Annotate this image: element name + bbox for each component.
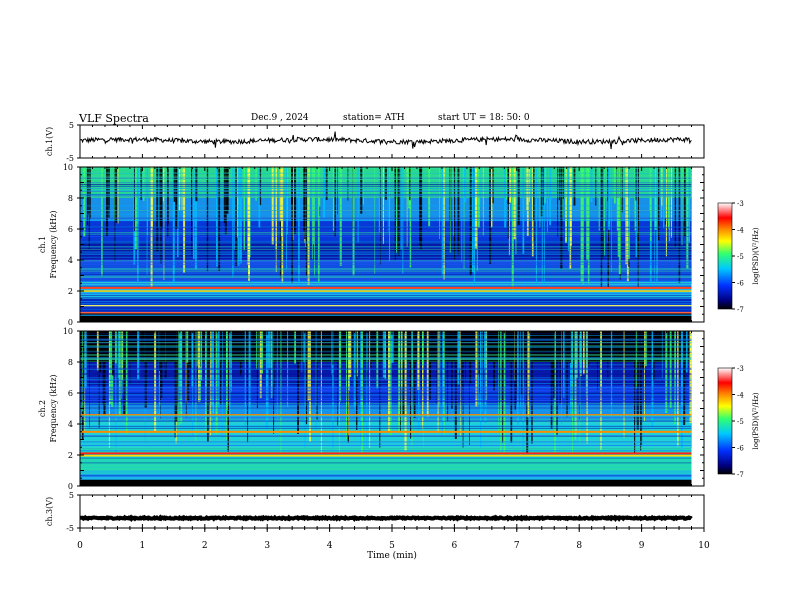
- ch3-time-series-panel: -5 5 ch.3(V): [45, 491, 705, 533]
- ch1-time-series-ytick-label: -5: [66, 154, 74, 163]
- x-tick-label: 6: [452, 541, 458, 551]
- ch3-time-series-frame: [79, 494, 705, 529]
- ch2-spectrogram-ytick-label: 8: [68, 358, 73, 367]
- ch1-spectrogram-image: [80, 167, 693, 322]
- station-label: station= ATH: [343, 113, 405, 123]
- ch2-spectrogram-colorbar-tick-label: -3: [737, 365, 744, 373]
- ch2-spectrogram-ytick-label: 10: [63, 327, 73, 336]
- ch2-spectrogram-ylabel-channel: ch.2: [38, 400, 47, 417]
- ch2-spectrogram-colorbar-tick-label: -5: [737, 418, 744, 426]
- ch2-spectrogram-colorbar-label: log(PSD)(V²/Hz): [752, 392, 760, 449]
- x-tick-label: 0: [77, 541, 83, 551]
- ch1-spectrogram-stratum: [80, 221, 692, 242]
- ch1-spectrogram-colorbar-tick-label: -6: [737, 280, 744, 288]
- ch2-spectrogram-band: [80, 414, 692, 416]
- ch2-spectrogram-colorbar-tick-label: -7: [737, 471, 744, 479]
- ch2-spectrogram-band: [80, 455, 692, 457]
- x-tick-label: 9: [639, 541, 645, 551]
- ch1-spectrogram-colorbar-tick-label: -4: [737, 227, 744, 235]
- ch1-time-series-ytick-label: 5: [69, 121, 74, 130]
- ch2-spectrogram-ytick-label: 2: [68, 451, 73, 460]
- ch1-spectrogram-colorbar-tick-label: -7: [737, 306, 744, 314]
- ch1-spectrogram-ylabel-channel: ch.1: [38, 236, 47, 253]
- ch1-spectrogram-ytick-label: 10: [63, 163, 73, 172]
- ch1-spectrogram-panel: 0 2 4 6 8 10 ch.1 Frequency (kHz): [38, 163, 705, 327]
- ch2-spectrogram-ytick-label: 6: [68, 389, 73, 398]
- ch1-spectrogram-ytick-label: 4: [68, 256, 73, 265]
- ch3-time-series-ytick-label: 5: [69, 491, 74, 500]
- x-tick-label: 10: [698, 541, 710, 551]
- ch1-spectrogram-baseline: [80, 316, 692, 322]
- ch1-spectrogram-band: [80, 286, 692, 289]
- ch2-spectrogram-ylabel: Frequency (kHz): [49, 374, 58, 442]
- ch1-spectrogram-ytick-label: 2: [68, 287, 73, 296]
- ch3-time-series-waveform: [79, 514, 693, 523]
- ch2-spectrogram-colorbar-tick-label: -6: [737, 445, 744, 453]
- ch2-spectrogram-band: [80, 430, 692, 433]
- ch2-spectrogram-colorbar-tick-label: -4: [737, 392, 744, 400]
- ch1-spectrogram-band: [80, 290, 692, 292]
- ch1-time-series-panel: -5 5 ch.1(V): [45, 121, 705, 163]
- ch2-spectrogram-baseline: [80, 480, 692, 486]
- colorbars: -3 -4 -5 -6 -7 log(PSD)(V²/Hz) -3 -4 -5 -6 -7 log(P…: [717, 200, 760, 479]
- ch1-spectrogram-band: [80, 311, 692, 314]
- date-label: Dec.9 , 2024: [251, 113, 309, 123]
- ch1-spectrogram-colorbar-label: log(PSD)(V²/Hz): [752, 227, 760, 284]
- ch3-time-series-ytick-label: -5: [66, 524, 74, 533]
- ch1-spectrogram-colorbar-tick-label: -3: [737, 200, 744, 208]
- ch1-spectrogram-colorbar-tick-label: -5: [737, 253, 744, 261]
- start-time-label: start UT = 18: 50: 0: [438, 113, 530, 123]
- ch2-spectrogram-ytick-label: 4: [68, 420, 73, 429]
- ch1-spectrogram-ytick-label: 6: [68, 225, 73, 234]
- x-tick-label: 3: [264, 541, 270, 551]
- ch1-time-series-waveform: [79, 131, 692, 150]
- ch2-spectrogram-colorbar: [717, 367, 733, 475]
- ch1-spectrogram-ytick-label: 0: [68, 318, 73, 327]
- ch1-spectrogram-band: [80, 305, 692, 307]
- x-tick-label: 1: [140, 541, 146, 551]
- ch1-spectrogram-stratum: [80, 281, 692, 299]
- ch1-spectrogram-ylabel: Frequency (kHz): [49, 210, 58, 278]
- x-tick-label: 2: [202, 541, 208, 551]
- ch2-spectrogram-panel: 0 2 4 6 8 10 ch.2 Frequency (kHz): [38, 327, 705, 491]
- plot-title: VLF Spectra: [79, 112, 149, 125]
- ch2-spectrogram-ytick-label: 0: [68, 482, 73, 491]
- x-tick-label: 7: [514, 541, 520, 551]
- ch1-spectrogram-ytick-label: 8: [68, 194, 73, 203]
- time-axis: 0 1 2 3 4 5 6 7 8 9 10 Time (min): [77, 528, 710, 561]
- x-tick-label: 4: [327, 541, 333, 551]
- ch1-spectrogram-colorbar: [717, 202, 733, 310]
- ch2-spectrogram-stratum: [80, 448, 692, 471]
- ch2-spectrogram-image: [80, 331, 693, 486]
- x-axis-label: Time (min): [367, 550, 417, 561]
- ch2-spectrogram-band: [80, 452, 692, 455]
- x-tick-label: 8: [576, 541, 582, 551]
- ch1-time-series-ylabel: ch.1(V): [45, 127, 54, 156]
- ch3-time-series-ylabel: ch.3(V): [45, 497, 54, 526]
- x-tick-label: 5: [389, 541, 395, 551]
